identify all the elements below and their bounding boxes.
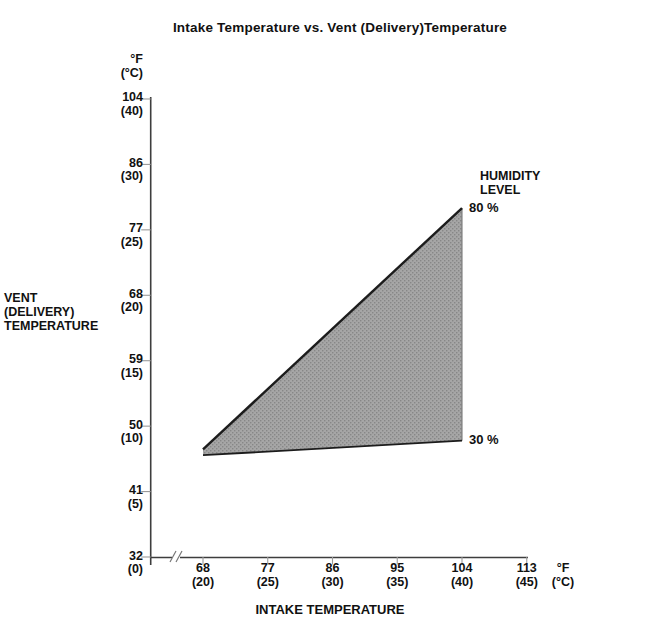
chart: Intake Temperature vs. Vent (Delivery)Te… — [0, 0, 661, 628]
x-axis-unit-label: °F (°C) — [539, 562, 587, 589]
plot-area — [0, 0, 661, 628]
label-80-percent: 80 % — [469, 200, 499, 215]
x-axis-title: INTAKE TEMPERATURE — [230, 602, 430, 617]
legend-humidity-level: HUMIDITY LEVEL — [480, 169, 540, 197]
x-unit-celsius: (°C) — [539, 576, 587, 590]
legend-title-line: LEVEL — [480, 183, 540, 197]
label-30-percent: 30 % — [469, 432, 499, 447]
x-unit-fahrenheit: °F — [539, 562, 587, 576]
legend-title-line: HUMIDITY — [480, 169, 540, 183]
